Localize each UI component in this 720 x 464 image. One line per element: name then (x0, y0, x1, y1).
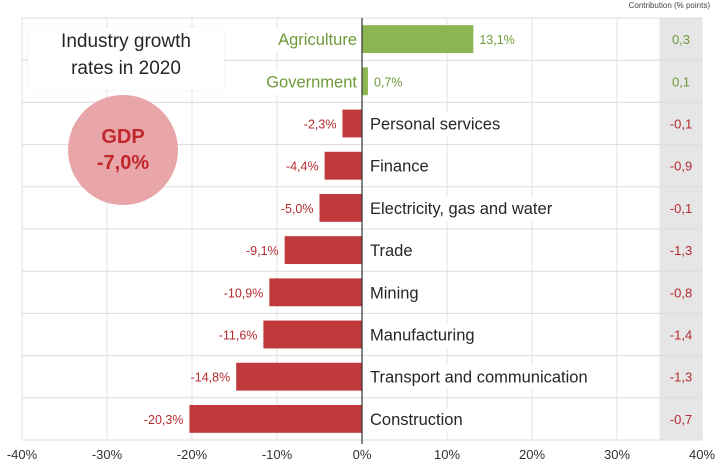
contribution-value: -0,9 (670, 159, 692, 174)
contribution-value: 0,3 (672, 32, 690, 47)
category-label: Construction (370, 411, 463, 429)
contribution-value: -0,7 (670, 412, 692, 427)
gdp-label: GDP (101, 126, 145, 148)
category-label-bg (262, 70, 362, 95)
category-label-bg (366, 323, 479, 348)
gdp-value: -7,0% (96, 152, 150, 174)
bar (263, 320, 362, 349)
category-label-bg (366, 196, 557, 221)
x-tick-label: 40% (689, 447, 715, 462)
contribution-value: -0,1 (670, 117, 692, 132)
bar (189, 404, 362, 433)
x-tick-label: 0% (353, 447, 372, 462)
value-label: 13,1% (479, 33, 514, 47)
value-label: -20,3% (144, 413, 184, 427)
category-label-bg (366, 154, 433, 179)
bar (269, 278, 362, 307)
category-label-bg (366, 239, 417, 264)
category-label: Mining (370, 284, 419, 302)
bar (284, 236, 362, 265)
category-label-bg (366, 365, 592, 390)
chart-title-line-2: rates in 2020 (71, 58, 181, 79)
x-tick-label: 10% (434, 447, 460, 462)
contribution-value: 0,1 (672, 74, 690, 89)
bar (362, 67, 368, 96)
category-label: Government (266, 73, 357, 91)
bar (362, 25, 474, 54)
category-label: Agriculture (278, 31, 357, 49)
value-label: -11,6% (219, 329, 258, 343)
gdp-bubble: GDP -7,0% (68, 95, 178, 205)
chart-title-line-1: Industry growth (61, 31, 191, 52)
contribution-value: -1,3 (670, 370, 692, 385)
category-label: Electricity, gas and water (370, 200, 553, 218)
category-label: Transport and communication (370, 369, 588, 387)
value-label: -5,0% (281, 202, 314, 216)
x-tick-label: -30% (92, 447, 123, 462)
value-label: 0,7% (374, 75, 403, 89)
contribution-value: -1,4 (670, 328, 692, 343)
value-label: -2,3% (304, 118, 337, 132)
contribution-value: -0,1 (670, 201, 692, 216)
category-label: Personal services (370, 116, 500, 134)
category-label-bg (366, 407, 467, 432)
x-tick-label: 20% (519, 447, 545, 462)
x-tick-label: 30% (604, 447, 630, 462)
bar (342, 109, 362, 138)
contribution-header: Contribution (% points) (628, 1, 710, 10)
x-tick-label: -20% (177, 447, 208, 462)
category-label: Trade (370, 242, 413, 260)
bar (324, 151, 362, 180)
chart-title-box: Industry growth rates in 2020 (28, 28, 224, 90)
category-label-bg (366, 112, 505, 137)
category-label: Manufacturing (370, 327, 475, 345)
category-label-bg (274, 28, 361, 53)
contribution-value: -0,8 (670, 285, 692, 300)
category-label: Finance (370, 158, 429, 176)
x-tick-label: -40% (7, 447, 38, 462)
value-label: -14,8% (191, 371, 231, 385)
contribution-value: -1,3 (670, 243, 692, 258)
x-tick-label: -10% (262, 447, 293, 462)
bar (319, 193, 362, 222)
value-label: -4,4% (286, 160, 319, 174)
category-label-bg (366, 281, 423, 306)
value-label: -9,1% (246, 244, 279, 258)
value-label: -10,9% (224, 286, 264, 300)
bar (236, 362, 362, 391)
